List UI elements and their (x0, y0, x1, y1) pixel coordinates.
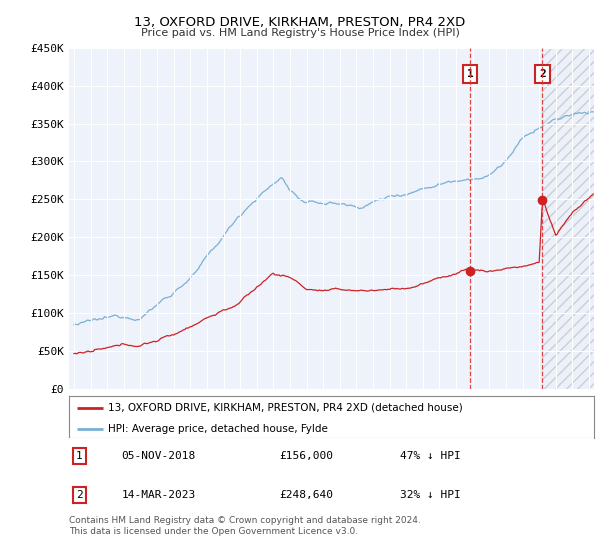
Text: 2: 2 (76, 490, 83, 500)
Text: £248,640: £248,640 (279, 490, 333, 500)
Text: 1: 1 (467, 69, 473, 79)
Text: 14-MAR-2023: 14-MAR-2023 (121, 490, 196, 500)
Bar (470, 48, 542, 389)
Text: 13, OXFORD DRIVE, KIRKHAM, PRESTON, PR4 2XD (detached house): 13, OXFORD DRIVE, KIRKHAM, PRESTON, PR4 … (109, 403, 463, 413)
Bar (542, 48, 594, 389)
Text: 05-NOV-2018: 05-NOV-2018 (121, 451, 196, 461)
Text: 47% ↓ HPI: 47% ↓ HPI (400, 451, 461, 461)
Text: Contains HM Land Registry data © Crown copyright and database right 2024.
This d: Contains HM Land Registry data © Crown c… (69, 516, 421, 536)
Text: £156,000: £156,000 (279, 451, 333, 461)
Text: 2: 2 (539, 69, 546, 79)
Bar (542, 48, 594, 389)
Text: 32% ↓ HPI: 32% ↓ HPI (400, 490, 461, 500)
Text: HPI: Average price, detached house, Fylde: HPI: Average price, detached house, Fyld… (109, 424, 328, 433)
Text: Price paid vs. HM Land Registry's House Price Index (HPI): Price paid vs. HM Land Registry's House … (140, 28, 460, 38)
Text: 1: 1 (76, 451, 83, 461)
Text: 13, OXFORD DRIVE, KIRKHAM, PRESTON, PR4 2XD: 13, OXFORD DRIVE, KIRKHAM, PRESTON, PR4 … (134, 16, 466, 29)
